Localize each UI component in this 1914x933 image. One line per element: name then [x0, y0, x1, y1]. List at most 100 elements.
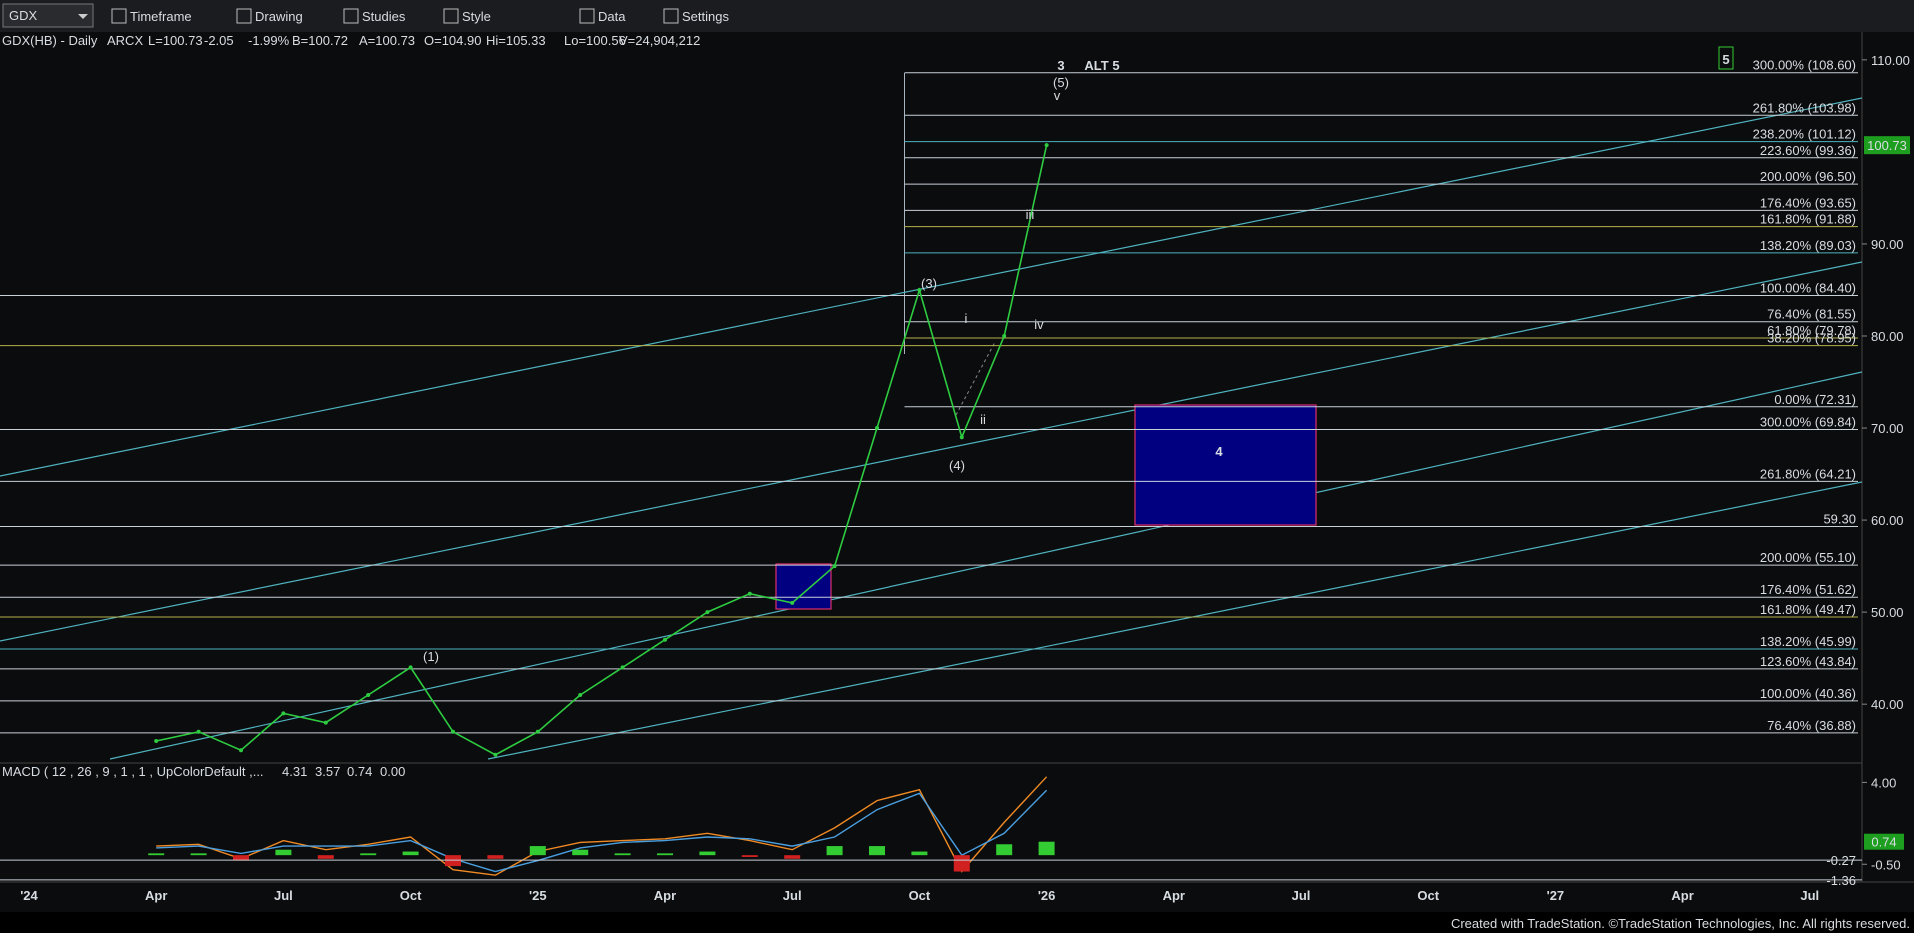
price-point: [790, 600, 795, 605]
dropdown-arrow: [78, 14, 88, 19]
wave-label: (5): [1053, 75, 1069, 90]
price-point: [917, 287, 922, 292]
fib-label: 161.80% (49.47): [1760, 602, 1856, 617]
macd-histogram-bar: [445, 855, 461, 867]
header-field: Hi=105.33: [486, 33, 546, 48]
macd-histogram-bar: [360, 853, 377, 856]
toolbar-menu[interactable]: Timeframe: [130, 9, 192, 24]
header-field: B=100.72: [292, 33, 348, 48]
wave-label: (3): [921, 276, 937, 291]
menu-icon[interactable]: [579, 8, 595, 24]
fib-label: 38.20% (78.95): [1767, 331, 1856, 346]
macd-histogram-bar: [741, 855, 758, 857]
wave-label: ii: [980, 412, 986, 427]
wave-label: 4: [1215, 444, 1223, 459]
macd-readout: 4.31: [282, 764, 307, 779]
macd-histogram-bar: [996, 844, 1013, 856]
macd-readout: 0.00: [380, 764, 405, 779]
macd-histogram-bar: [190, 853, 207, 856]
symbol-box[interactable]: [2, 3, 94, 28]
time-axis-label: Oct: [909, 888, 931, 903]
footer-text: Created with TradeStation. ©TradeStation…: [1451, 916, 1910, 931]
wave-label: (4): [949, 458, 965, 473]
toolbar-menu[interactable]: Settings: [682, 9, 729, 24]
time-axis-label: Oct: [400, 888, 422, 903]
header-field: V=24,904,212: [619, 33, 700, 48]
time-axis-label: Jul: [783, 888, 802, 903]
fib-label: 123.60% (43.84): [1760, 654, 1856, 669]
toolbar: [0, 0, 1914, 32]
price-point: [366, 692, 371, 697]
channel-line: [0, 97, 1863, 477]
fib-label: 76.40% (36.88): [1767, 718, 1856, 733]
price-point: [196, 729, 201, 734]
symbol-input[interactable]: GDX: [9, 8, 38, 23]
fib-label: 100.00% (84.40): [1760, 280, 1856, 295]
macd-histogram-bar: [869, 846, 885, 856]
macd-marker-label: -0.27: [1826, 853, 1856, 868]
wave-label: iii: [1026, 207, 1035, 222]
macd-histogram-bar: [826, 846, 843, 856]
time-axis-label: Jul: [1800, 888, 1819, 903]
last-price-label: 100.73: [1867, 138, 1907, 153]
y-tick-label: 40.00: [1871, 697, 1904, 712]
fib-label: 100.00% (40.36): [1760, 686, 1856, 701]
price-point: [663, 637, 667, 642]
macd-histogram-bar: [487, 855, 504, 859]
menu-icon[interactable]: [111, 8, 127, 24]
toolbar-menu[interactable]: Style: [462, 9, 491, 24]
toolbar-menu[interactable]: Drawing: [255, 9, 303, 24]
macd-title: MACD ( 12 , 26 , 9 , 1 , 1 , UpColorDefa…: [2, 764, 264, 779]
y-tick-label: -0.50: [1871, 857, 1901, 872]
time-axis-label: Apr: [1671, 888, 1693, 903]
fib-label: 76.40% (81.55): [1767, 307, 1856, 322]
toolbar-menu[interactable]: Studies: [362, 9, 406, 24]
channel-line: [0, 261, 1863, 642]
macd-line: [156, 776, 1048, 876]
menu-icon[interactable]: [443, 8, 459, 24]
price-point: [875, 426, 879, 431]
time-axis-label: Apr: [145, 888, 167, 903]
price-point: [747, 591, 752, 596]
fib-label: 61.80% (79.78): [1767, 323, 1856, 338]
time-axis-label: '26: [1038, 888, 1056, 903]
macd-histogram-bar: [148, 853, 165, 856]
menu-icon[interactable]: [236, 8, 252, 24]
price-point: [239, 748, 243, 753]
price-point: [451, 729, 455, 734]
macd-histogram-bar: [911, 851, 928, 856]
macd-histogram-bar: [1038, 841, 1055, 856]
wave-label: i: [965, 311, 968, 326]
macd-histogram-bar: [233, 855, 249, 861]
header-field: Lo=100.56: [564, 33, 626, 48]
fib-label: 238.20% (101.12): [1753, 127, 1856, 142]
price-point: [493, 752, 498, 757]
chart-layer: Timeframe Drawing Studies Style Data Settings…: [0, 8, 1910, 903]
y-tick-label: 70.00: [1871, 421, 1904, 436]
wave-connector: [955, 341, 996, 416]
price-point: [1002, 333, 1007, 338]
header-field: L=100.73: [148, 33, 203, 48]
time-axis-label: '27: [1547, 888, 1565, 903]
fib-label: 300.00% (108.60): [1753, 58, 1856, 73]
menu-icon[interactable]: [343, 8, 359, 24]
fib-label: 138.20% (89.03): [1760, 238, 1856, 253]
macd-histogram-bar: [529, 846, 546, 856]
price-point: [705, 610, 710, 615]
toolbar-menu[interactable]: Data: [598, 9, 626, 24]
macd-marker-label: 0.74: [1871, 835, 1896, 850]
header-field: -2.05: [204, 33, 234, 48]
header-field: A=100.73: [359, 33, 415, 48]
menu-icon[interactable]: [663, 8, 679, 24]
price-point: [620, 665, 625, 670]
header-field: O=104.90: [424, 33, 481, 48]
price-point: [281, 711, 286, 716]
fib-label: 261.80% (103.98): [1753, 100, 1856, 115]
fib-label: 200.00% (55.10): [1760, 550, 1856, 565]
fib-label: 176.40% (51.62): [1760, 582, 1856, 597]
time-axis-label: Apr: [654, 888, 676, 903]
channel-line: [487, 481, 1863, 760]
time-axis-label: Oct: [1417, 888, 1439, 903]
